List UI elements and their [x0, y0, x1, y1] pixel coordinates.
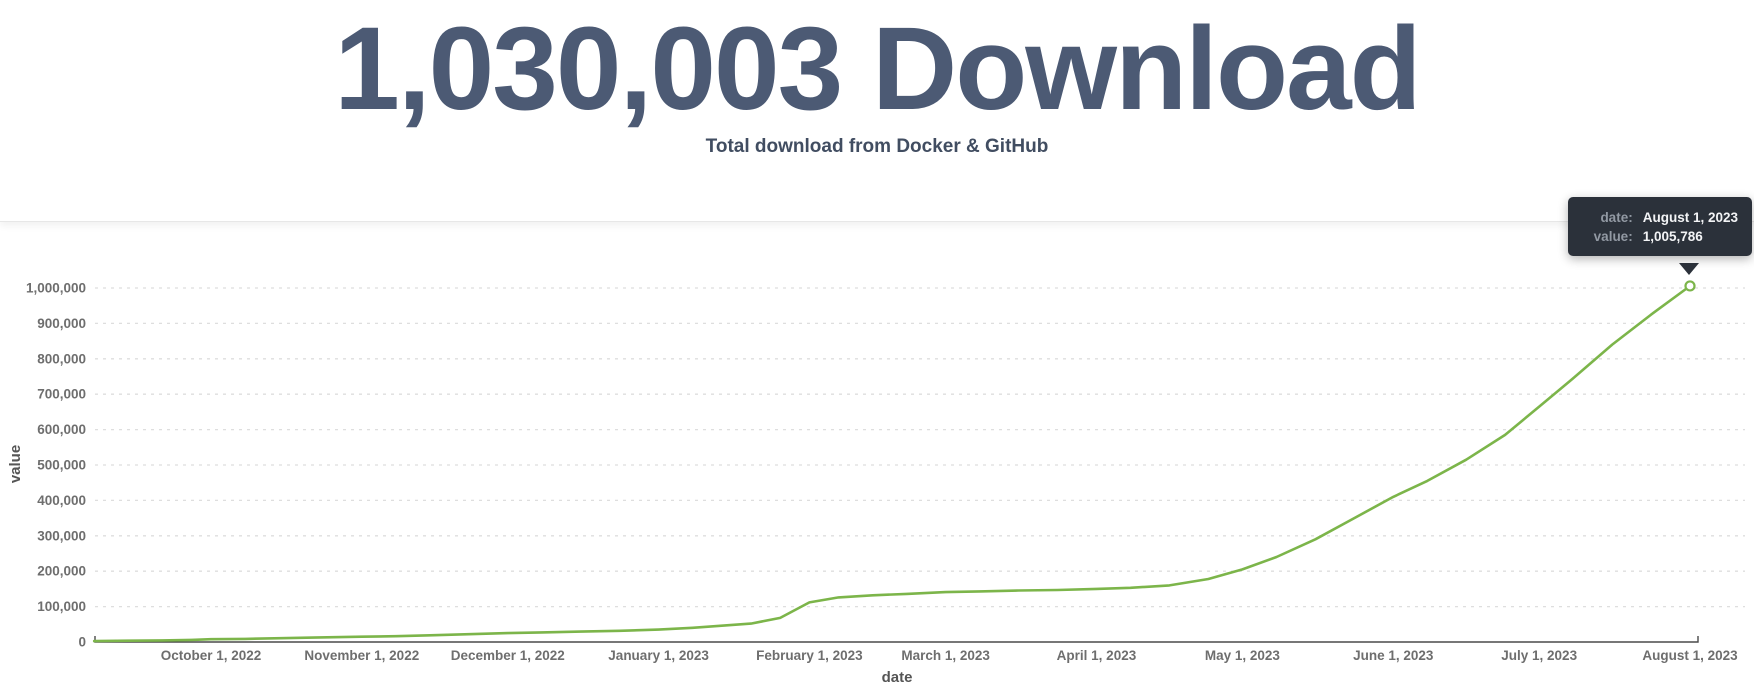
- x-tick-label: April 1, 2023: [1057, 648, 1137, 663]
- x-tick-label: December 1, 2022: [451, 648, 565, 663]
- y-tick-label: 800,000: [37, 351, 86, 366]
- highlighted-point-marker[interactable]: [1684, 280, 1696, 292]
- chart-tooltip: date: August 1, 2023 value: 1,005,786: [1567, 197, 1752, 256]
- x-tick-label: October 1, 2022: [161, 648, 262, 663]
- tooltip-value-label: value:: [1593, 229, 1633, 244]
- y-axis-title: value: [7, 445, 24, 483]
- tooltip-date-value: August 1, 2023: [1642, 210, 1738, 225]
- x-tick-label: May 1, 2023: [1205, 648, 1281, 663]
- x-axis-title: date: [882, 669, 913, 686]
- x-tick-label: July 1, 2023: [1501, 648, 1577, 663]
- x-tick-label: November 1, 2022: [304, 648, 419, 663]
- y-tick-label: 1,000,000: [26, 281, 86, 296]
- stat-header: 1,030,003 Download Total download from D…: [0, 0, 1754, 222]
- y-tick-label: 300,000: [37, 528, 86, 543]
- x-tick-label: March 1, 2023: [901, 648, 990, 663]
- line-chart-plot-area[interactable]: 0 100,000 200,000 300,000 400,000 500,000 600,…: [0, 222, 1754, 686]
- y-tick-label: 0: [78, 635, 86, 650]
- y-tick-label: 900,000: [37, 316, 86, 331]
- downloads-line-series: [92, 284, 1692, 643]
- page-subtitle: Total download from Docker & GitHub: [705, 135, 1049, 157]
- tooltip-date-label: date:: [1600, 210, 1633, 225]
- page-title: 1,030,003 Download: [334, 3, 1421, 135]
- y-tick-label: 200,000: [37, 564, 86, 579]
- tooltip-value-value: 1,005,786: [1642, 229, 1703, 244]
- x-axis-line: [94, 636, 1699, 643]
- x-tick-label: February 1, 2023: [756, 648, 863, 663]
- x-tick-label: January 1, 2023: [608, 648, 709, 663]
- y-tick-label: 100,000: [37, 599, 86, 614]
- tooltip-caret-icon: [1679, 263, 1699, 275]
- x-tick-label: June 1, 2023: [1353, 648, 1434, 663]
- y-tick-label: 600,000: [37, 422, 86, 437]
- x-tick-label: August 1, 2023: [1642, 648, 1738, 663]
- y-tick-label: 700,000: [37, 387, 86, 402]
- downloads-chart: 0 100,000 200,000 300,000 400,000 500,000 600,…: [0, 222, 1754, 686]
- y-tick-label: 500,000: [37, 458, 86, 473]
- y-tick-label: 400,000: [37, 493, 86, 508]
